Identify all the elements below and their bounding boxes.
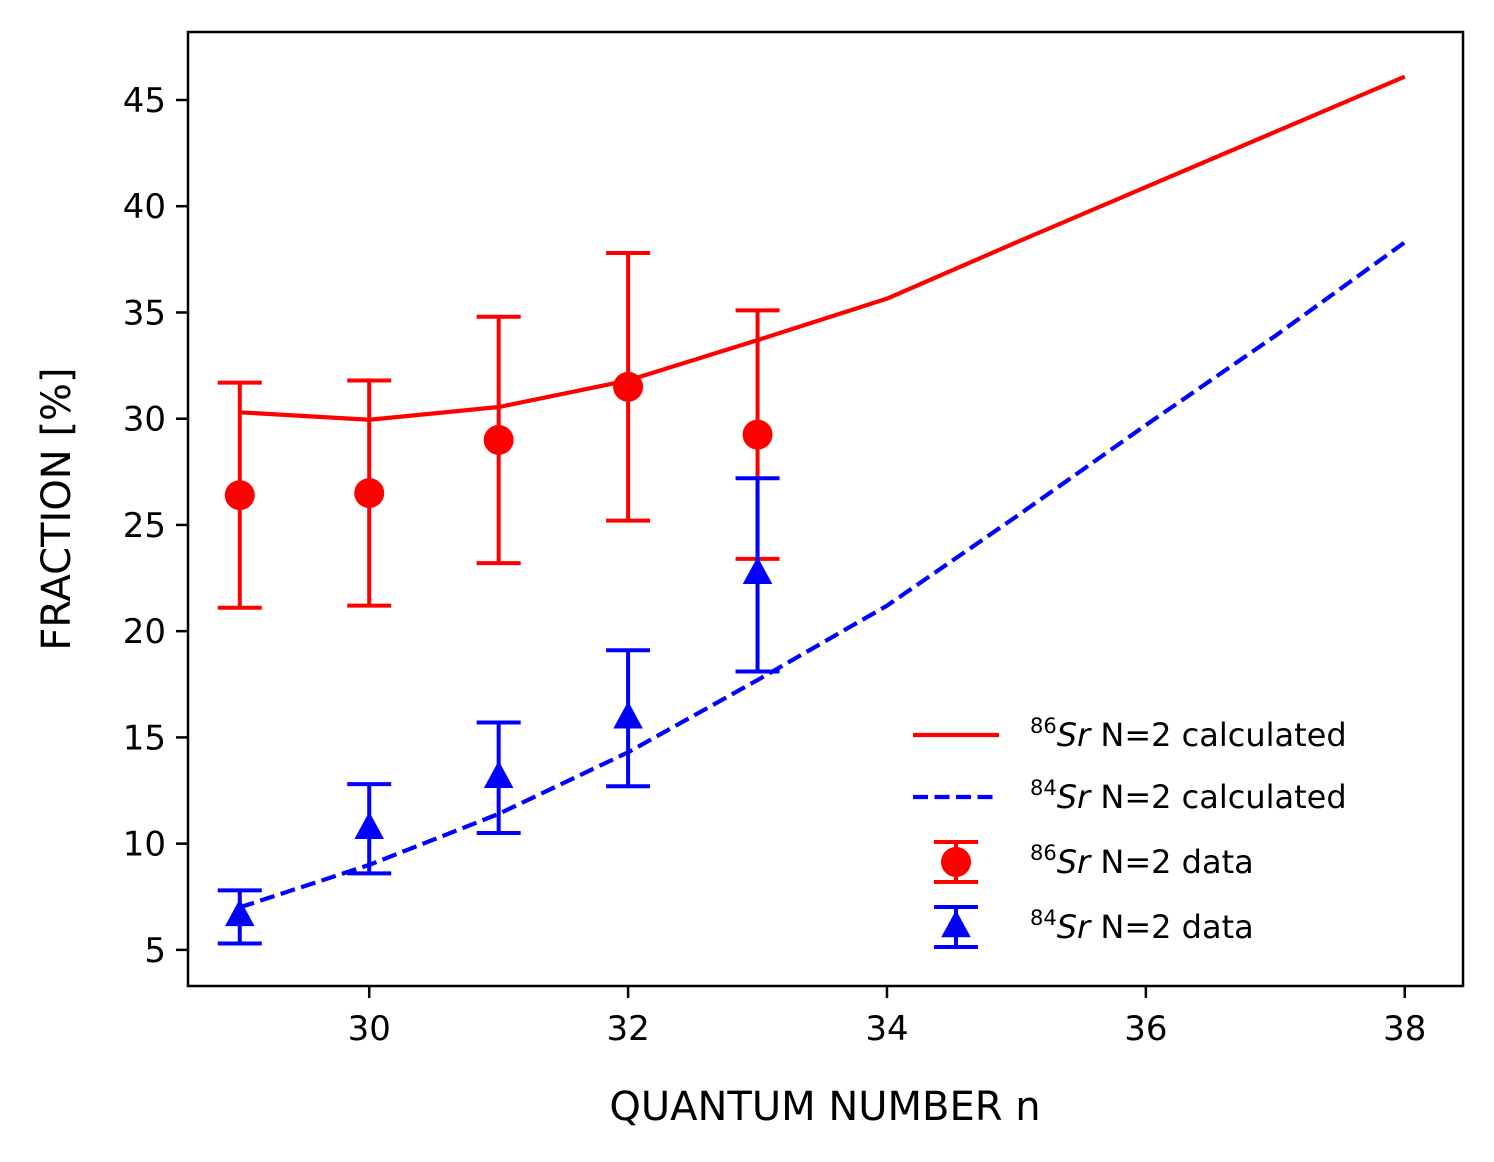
legend-swatch-marker	[941, 910, 971, 938]
y-tick-label: 20	[123, 612, 166, 652]
y-tick-label: 35	[123, 293, 166, 333]
axis-ticks: 30 32 34 36 38 5 10 15 20 25 30 35 40 45	[123, 81, 1427, 1049]
data-point-sr84-data	[735, 476, 780, 674]
y-tick-label: 15	[123, 718, 166, 758]
legend-description: N=2 calculated	[1090, 778, 1346, 816]
y-tick-label: 25	[123, 506, 166, 546]
legend-label: 86Sr N=2 calculated	[1030, 714, 1347, 754]
x-tick-label: 36	[1124, 1009, 1167, 1049]
marker-circle	[742, 419, 773, 450]
x-tick-label: 30	[348, 1009, 391, 1049]
y-tick-label: 5	[144, 931, 166, 971]
marker-circle	[354, 478, 385, 509]
legend-description: N=2 calculated	[1090, 716, 1346, 754]
data-point-sr84-data	[476, 720, 521, 836]
legend-element: Sr	[1057, 908, 1092, 946]
legend-isotope: 84	[1030, 776, 1057, 800]
legend-entry-sr86-data: 86Sr N=2 data	[934, 840, 1254, 884]
data-point-sr84-data	[217, 888, 262, 946]
data-point-sr84-data	[606, 648, 651, 789]
legend-element: Sr	[1057, 778, 1092, 816]
legend-element: Sr	[1057, 716, 1092, 754]
data-point-sr86-data	[606, 250, 651, 523]
legend-isotope: 86	[1030, 714, 1057, 738]
legend-description: N=2 data	[1090, 843, 1254, 881]
data-point-sr86-data	[347, 378, 392, 608]
marker-circle	[483, 424, 514, 455]
marker-triangle	[354, 811, 385, 839]
y-tick-label: 40	[123, 187, 166, 227]
legend-label: 84Sr N=2 calculated	[1030, 776, 1347, 816]
plot-area	[217, 74, 1406, 946]
marker-triangle	[613, 701, 643, 729]
marker-triangle	[483, 760, 514, 788]
x-tick-label: 34	[865, 1009, 908, 1049]
y-tick-label: 30	[123, 400, 166, 440]
legend-entry-sr84-calc: 84Sr N=2 calculated	[913, 776, 1347, 816]
x-axis-title: QUANTUM NUMBER n	[609, 1084, 1040, 1130]
y-tick-label: 10	[123, 825, 166, 865]
legend-entry-sr86-calc: 86Sr N=2 calculated	[913, 714, 1347, 754]
marker-triangle	[742, 556, 773, 585]
x-tick-label: 32	[606, 1009, 649, 1049]
legend-isotope: 84	[1030, 906, 1057, 930]
y-tick-label: 45	[123, 81, 166, 121]
marker-triangle	[224, 898, 255, 927]
legend-swatch-marker	[941, 847, 971, 877]
legend-description: N=2 data	[1090, 908, 1254, 946]
marker-circle	[613, 371, 644, 402]
data-point-sr86-data	[217, 380, 262, 610]
plot-frame	[186, 30, 1465, 988]
marker-circle	[224, 480, 255, 511]
series-line-sr86-calc	[239, 74, 1406, 422]
legend-entry-sr84-data: 84Sr N=2 data	[934, 905, 1254, 949]
data-point-sr84-data	[347, 782, 392, 876]
legend-isotope: 86	[1030, 841, 1057, 865]
legend-element: Sr	[1057, 843, 1092, 881]
y-axis-title: FRACTION [%]	[34, 367, 80, 650]
series-line-sr84-calc	[239, 240, 1406, 910]
legend-label: 86Sr N=2 data	[1030, 841, 1254, 881]
data-point-sr86-data	[476, 314, 521, 566]
legend-label: 84Sr N=2 data	[1030, 906, 1254, 946]
x-tick-label: 38	[1383, 1009, 1426, 1049]
